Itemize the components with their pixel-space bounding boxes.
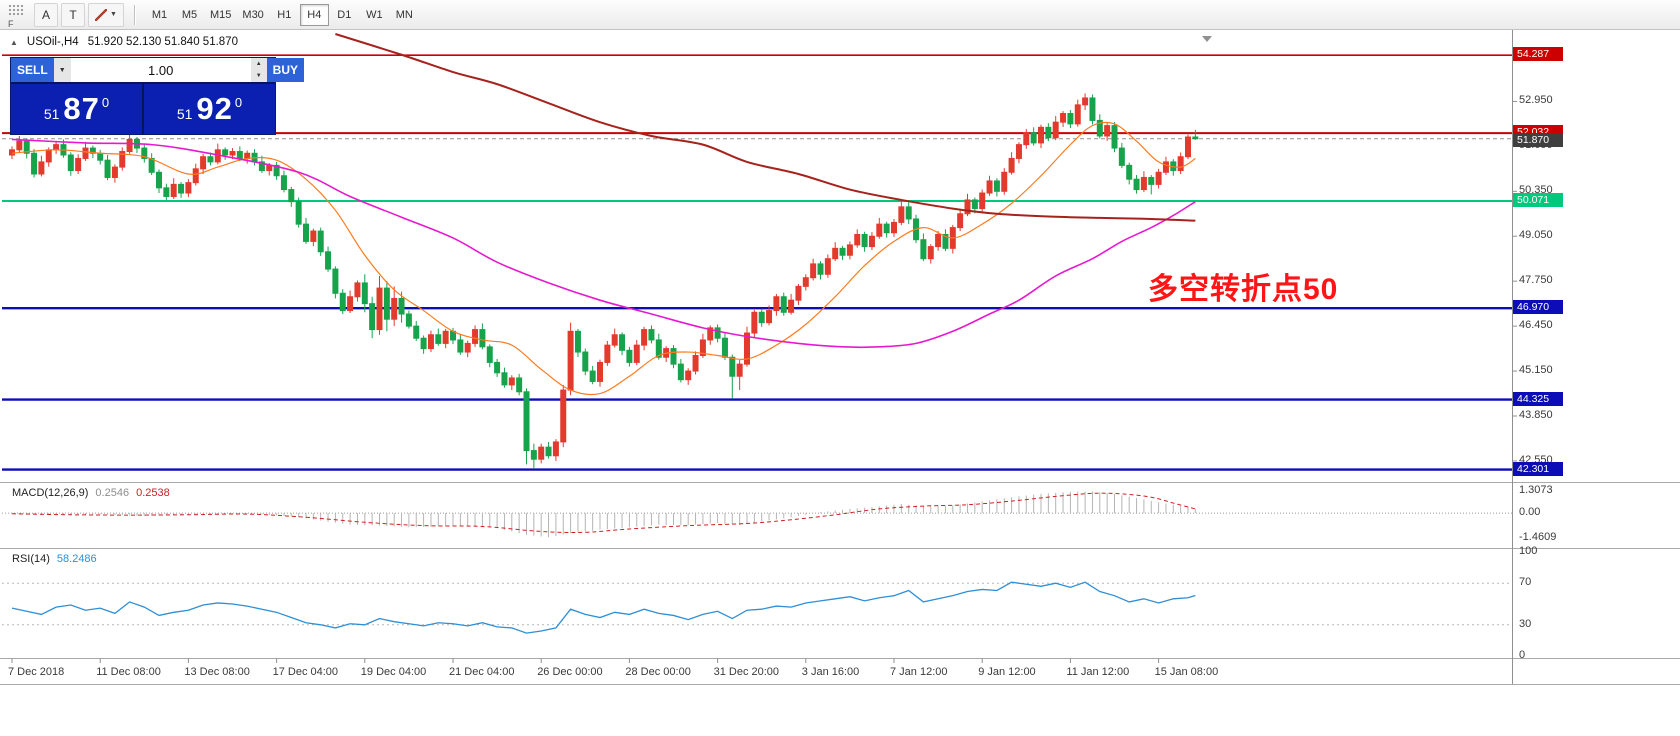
pencil-icon <box>95 8 108 21</box>
text-label-tool-button[interactable]: T <box>61 2 85 27</box>
rsi-axis-label: 70 <box>1519 576 1532 589</box>
time-axis-label: 28 Dec 00:00 <box>625 666 691 678</box>
toolbar-separator <box>134 4 135 25</box>
rsi-indicator-label: RSI(14) 58.2486 <box>12 553 97 565</box>
timeframe-button-W1[interactable]: W1 <box>360 4 389 26</box>
ma-fast <box>11 121 1196 396</box>
time-axis-label: 11 Jan 12:00 <box>1066 666 1130 678</box>
timeframe-button-M5[interactable]: M5 <box>175 4 204 26</box>
rsi-axis-label: 100 <box>1519 545 1538 557</box>
arrow-text-tool-button[interactable]: A <box>34 2 58 27</box>
time-axis-label: 31 Dec 20:00 <box>713 666 780 678</box>
toolbar-grip[interactable]: F <box>5 1 31 29</box>
time-axis-label: 19 Dec 04:00 <box>360 666 427 678</box>
toolbar-f-label: F <box>8 18 14 29</box>
sell-price-point: 0 <box>101 95 110 110</box>
macd-axis-label: 0.00 <box>1519 506 1541 519</box>
moving-averages-layer <box>11 33 1212 396</box>
symbol-period-label: USOil-,H4 <box>26 36 79 48</box>
dropdown-caret-icon: ▼ <box>110 11 117 18</box>
time-axis-label: 3 Jan 16:00 <box>801 666 860 678</box>
level-price-badge: 50.071 <box>1513 192 1563 207</box>
timeframe-button-M30[interactable]: M30 <box>237 4 268 26</box>
price-tick-label: 52.950 <box>1519 94 1553 107</box>
sell-price-pips: 87 <box>63 91 100 126</box>
macd-layer <box>2 491 1512 538</box>
timeframe-button-D1[interactable]: D1 <box>330 4 359 26</box>
time-axis-label: 11 Dec 08:00 <box>96 666 161 678</box>
level-price-badge: 44.325 <box>1513 391 1563 406</box>
sell-button[interactable]: SELL <box>11 58 54 82</box>
volume-spinner: ▲ ▼ <box>250 58 267 82</box>
level-price-badge: 54.287 <box>1513 47 1563 62</box>
level-price-badge: 46.970 <box>1513 300 1563 315</box>
time-axis[interactable]: 7 Dec 2018 11 Dec 08:00 13 Dec 08:00 17 Dec… <box>0 666 1512 682</box>
drawing-tools-button[interactable]: ▼ <box>88 2 124 27</box>
price-axis[interactable]: 52.95051.65050.35049.05047.75046.45045.1… <box>1512 30 1680 686</box>
timeframe-button-M15[interactable]: M15 <box>205 4 236 26</box>
timeframe-button-H1[interactable]: H1 <box>270 4 299 26</box>
price-tick-label: 49.050 <box>1519 229 1553 242</box>
sell-price-display[interactable]: 51 87 0 <box>11 84 142 134</box>
volume-dropdown-button[interactable]: ▼ <box>53 58 71 82</box>
timeframe-button-H4[interactable]: H4 <box>299 3 329 26</box>
rsi-value: 58.2486 <box>56 553 97 565</box>
macd-signal-value: 0.2538 <box>136 487 170 499</box>
time-axis-label: 13 Dec 08:00 <box>184 666 250 678</box>
macd-axis-label: 1.3073 <box>1519 484 1553 497</box>
chart-title: ▲ USOil-,H4 51.920 52.130 51.840 51.870 <box>10 36 238 48</box>
bid-price-badge: 51.870 <box>1513 132 1563 147</box>
price-tick-label: 43.850 <box>1519 408 1553 421</box>
rsi-axis-label: 0 <box>1519 649 1526 661</box>
buy-price-display[interactable]: 51 92 0 <box>144 84 275 134</box>
time-axis-label: 15 Jan 08:00 <box>1154 666 1219 678</box>
collapse-triangle-icon[interactable]: ▲ <box>10 37 18 47</box>
time-axis-label: 7 Dec 2018 <box>8 666 65 678</box>
time-axis-label: 7 Jan 12:00 <box>890 666 948 678</box>
main-toolbar: F A T ▼ M1 M5 M15 M30 H1 H4 D1 W1 MN <box>0 0 1680 30</box>
buy-price-pips: 92 <box>196 91 233 126</box>
one-click-trading-panel: SELL ▼ ▲ ▼ BUY 51 87 0 51 92 0 <box>10 57 305 135</box>
volume-up-button[interactable]: ▲ <box>250 58 267 70</box>
axis-lines <box>11 30 1517 684</box>
ma-mid <box>11 138 1196 349</box>
pane-separators <box>0 482 1680 685</box>
buy-price-big-figure: 51 <box>176 105 193 122</box>
level-price-badge: 42.301 <box>1513 461 1563 476</box>
rsi-axis-label: 30 <box>1519 617 1532 630</box>
time-axis-label: 26 Dec 00:00 <box>537 666 603 678</box>
time-axis-label: 9 Jan 12:00 <box>978 666 1036 678</box>
sell-price-big-figure: 51 <box>43 105 60 122</box>
buy-price-point: 0 <box>234 95 243 110</box>
timeframe-toolbar: M1 M5 M15 M30 H1 H4 D1 W1 MN <box>145 3 419 26</box>
chart-annotation-text: 多空转折点50 <box>1148 273 1339 306</box>
volume-down-button[interactable]: ▼ <box>250 70 267 82</box>
chart-shift-marker-icon <box>1202 36 1212 42</box>
rsi-layer <box>2 581 1512 634</box>
price-tick-label: 45.150 <box>1519 364 1553 377</box>
price-tick-label: 47.750 <box>1519 274 1553 287</box>
macd-main-value: 0.2546 <box>95 487 130 499</box>
chart-window[interactable]: ▲ USOil-,H4 51.920 52.130 51.840 51.870 … <box>0 30 1680 686</box>
rsi-name: RSI(14) <box>12 553 50 565</box>
timeframe-button-M1[interactable]: M1 <box>145 4 174 26</box>
volume-control: ▼ ▲ ▼ <box>53 58 267 82</box>
volume-input[interactable] <box>70 58 251 82</box>
timeframe-button-MN[interactable]: MN <box>390 4 419 26</box>
time-axis-label: 21 Dec 04:00 <box>449 666 515 678</box>
buy-button[interactable]: BUY <box>266 58 305 82</box>
macd-name: MACD(12,26,9) <box>12 487 89 499</box>
price-tick-label: 46.450 <box>1519 319 1553 332</box>
grip-dots-icon <box>8 3 25 17</box>
ma-slow <box>335 33 1196 222</box>
macd-indicator-label: MACD(12,26,9) 0.2546 0.2538 <box>12 487 170 499</box>
ohlc-values: 51.920 52.130 51.840 51.870 <box>87 36 238 48</box>
time-axis-label: 17 Dec 04:00 <box>272 666 339 678</box>
macd-axis-label: -1.4609 <box>1519 530 1557 543</box>
